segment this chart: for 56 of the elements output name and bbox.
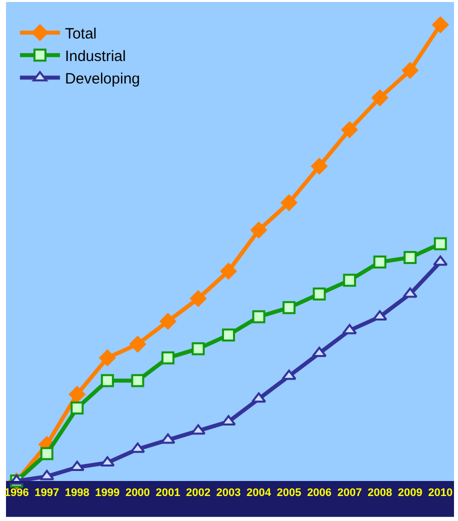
point (40, 470, 54, 480)
x-tick-label: 2009 (398, 487, 422, 500)
x-tick-label: 2008 (368, 487, 392, 500)
point (402, 287, 418, 298)
x-tick-label: 1998 (64, 487, 90, 500)
point (433, 256, 448, 266)
point (100, 456, 115, 466)
x-tick-label: 2003 (216, 487, 241, 500)
point (343, 274, 356, 287)
point (190, 290, 206, 307)
point (402, 62, 418, 79)
point (100, 374, 114, 388)
point (130, 336, 146, 352)
point (220, 263, 237, 280)
point (250, 222, 267, 238)
point (311, 158, 328, 174)
point (131, 374, 144, 388)
point (434, 237, 447, 250)
point (372, 310, 388, 321)
point (190, 424, 206, 435)
point (341, 122, 358, 138)
point (222, 328, 235, 342)
x-tick-label: 2007 (337, 487, 362, 500)
point (192, 342, 205, 356)
point (282, 370, 296, 380)
x-tick-label: 2005 (276, 487, 302, 500)
point (280, 194, 298, 211)
legend-label: Industrial (64, 48, 126, 65)
point (342, 324, 357, 334)
point (432, 16, 449, 33)
x-tick-label: 2004 (246, 487, 272, 500)
point (161, 351, 174, 364)
point (312, 287, 326, 300)
x-tick-label: 2001 (156, 487, 180, 500)
point (252, 310, 266, 324)
point (70, 402, 84, 415)
point (404, 250, 417, 264)
point (373, 256, 386, 269)
point (312, 346, 327, 358)
x-tick-label: 1999 (95, 487, 120, 500)
legend-label: Total (64, 25, 97, 42)
point (221, 415, 236, 426)
point (160, 313, 176, 330)
point (68, 386, 86, 402)
x-tick-label: 2002 (186, 487, 210, 500)
point (372, 90, 388, 106)
point (251, 392, 266, 403)
point (40, 447, 54, 460)
point (282, 301, 296, 314)
x-tick-label: 2000 (125, 487, 150, 500)
x-tick-label: 1997 (34, 487, 60, 500)
x-tick-label: 2010 (428, 487, 453, 500)
point (99, 350, 116, 366)
x-tick-label: 2006 (307, 487, 332, 500)
legend-label: Developing (64, 70, 140, 88)
point (160, 433, 176, 444)
